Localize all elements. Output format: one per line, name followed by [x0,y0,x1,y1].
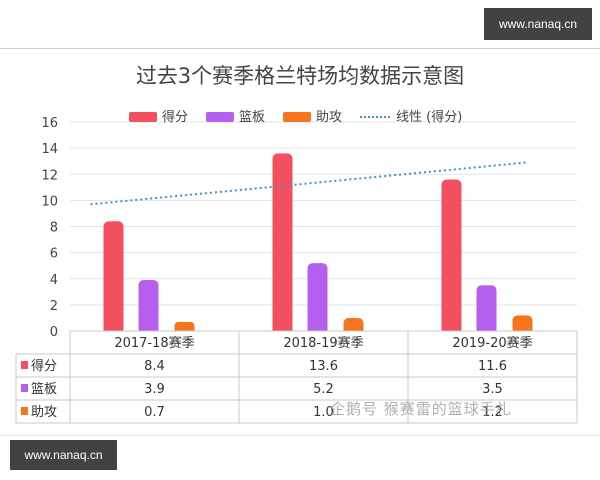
x-tick-label: 2019-20赛季 [452,335,532,351]
y-tick-label: 8 [50,221,58,236]
table-cell: 11.6 [478,359,507,374]
bar-assists [343,317,364,331]
y-tick-label: 14 [41,142,58,157]
bar-rebounds [138,280,159,331]
legend-label: 篮板 [239,110,265,125]
bar-assists [512,315,533,331]
y-tick-label: 16 [41,116,58,131]
table-cell: 0.7 [144,405,165,420]
legend-swatch-2 [283,112,311,122]
table-series-label: 篮板 [31,382,57,397]
watermark-top: www.nanaq.cn [484,8,592,40]
table-cell: 8.4 [144,359,165,374]
chart-frame: 过去3个赛季格兰特场均数据示意图 0 2 4 6 8 10 12 14 16 得分 篮板 助攻 线性 (得… [0,48,600,436]
table-cell: 1.2 [482,405,503,420]
y-tick-label: 12 [41,168,58,183]
table-series-label: 得分 [31,358,57,374]
y-tick-label: 6 [50,247,58,262]
bar-points [272,153,293,331]
y-tick-label: 2 [50,299,58,314]
bar-assists [174,321,195,331]
source-stamp: 企鹅号 猴赛雷的篮球手札 [330,400,512,418]
bar-rebounds [307,263,328,331]
legend-swatch-1 [206,112,234,122]
table-cell: 3.9 [144,382,165,397]
table-cell: 1.0 [313,405,334,420]
chart-title: 过去3个赛季格兰特场均数据示意图 [136,64,464,88]
y-tick-label: 10 [41,194,58,209]
table-legend-key [21,361,28,369]
watermark-bottom: www.nanaq.cn [10,440,117,470]
table-cell: 5.2 [313,382,334,397]
bar-rebounds [476,285,497,331]
x-tick-label: 2018-19赛季 [283,335,363,351]
table-legend-key [21,407,28,415]
legend-label: 线性 (得分) [396,109,462,125]
bar-points [441,179,462,331]
y-tick-label: 0 [50,325,58,340]
x-tick-label: 2017-18赛季 [114,335,194,351]
legend-label: 得分 [162,109,188,125]
table-cell: 13.6 [309,359,338,374]
table-legend-key [21,384,28,392]
bar-points [103,221,124,331]
legend-swatch-0 [129,112,157,122]
y-tick-label: 4 [50,273,58,288]
table-series-label: 助攻 [31,405,57,420]
legend-label: 助攻 [316,110,342,125]
table-cell: 3.5 [482,382,503,397]
